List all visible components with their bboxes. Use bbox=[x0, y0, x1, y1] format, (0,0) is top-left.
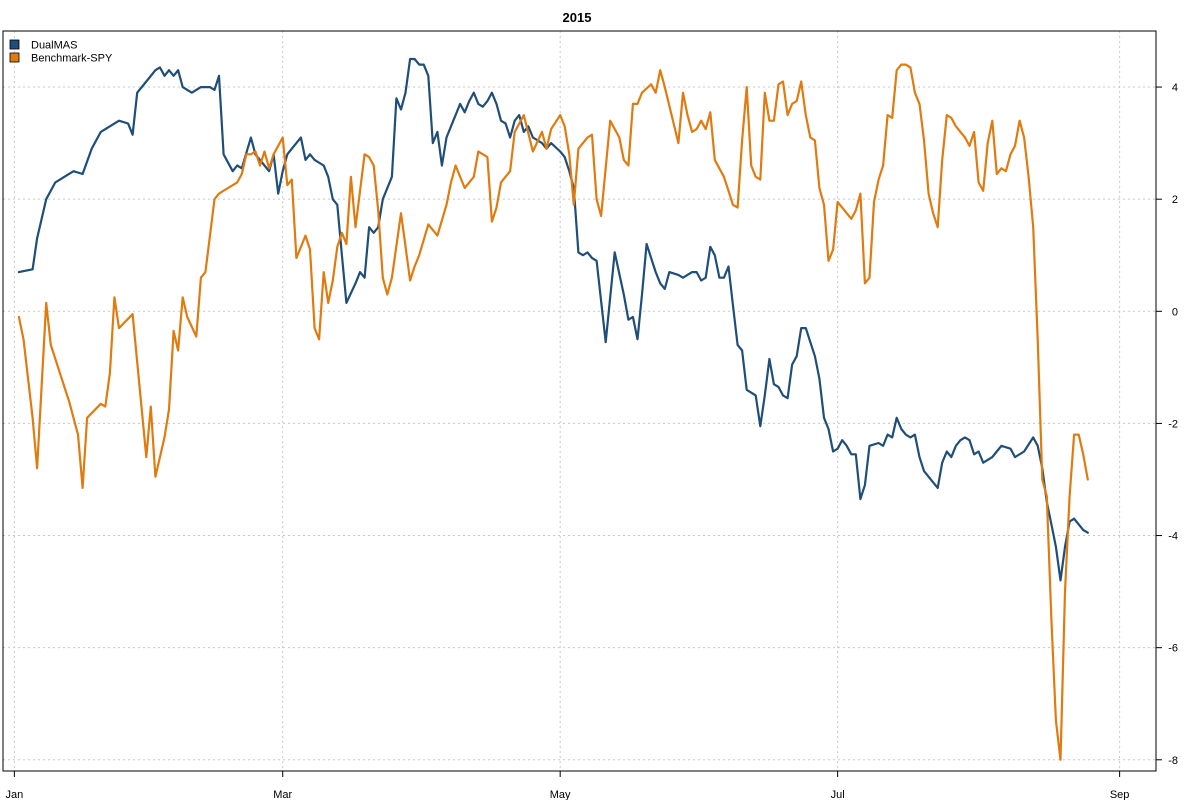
legend-swatch bbox=[9, 52, 20, 63]
y-tick-label: -2 bbox=[1168, 418, 1178, 430]
x-tick-label: Mar bbox=[273, 789, 292, 800]
series-line-dualmas bbox=[17, 57, 1089, 582]
legend-label: DualMAS bbox=[31, 40, 77, 52]
legend-swatch bbox=[9, 39, 20, 50]
series-layer bbox=[17, 57, 1089, 761]
y-tick-label: 2 bbox=[1172, 194, 1178, 206]
y-tick-label: -4 bbox=[1168, 531, 1178, 543]
x-tick-label: May bbox=[550, 789, 571, 800]
plot-frame bbox=[2, 30, 1157, 772]
y-tick-label: -6 bbox=[1168, 643, 1178, 655]
x-tick-label: Jan bbox=[5, 789, 23, 800]
x-tick-label: Jul bbox=[831, 789, 845, 800]
x-tick-label: Sep bbox=[1110, 789, 1130, 800]
y-axis: -8 -6 -4 -2 0 2 4 bbox=[1156, 82, 1178, 767]
chart-title: 2015 bbox=[563, 10, 592, 25]
legend-label: Benchmark-SPY bbox=[31, 53, 113, 65]
y-tick-label: 4 bbox=[1172, 82, 1178, 94]
x-axis: Jan Mar May Jul Sep bbox=[5, 771, 1129, 800]
y-tick-label: -8 bbox=[1168, 755, 1178, 767]
y-tick-label: 0 bbox=[1172, 306, 1178, 318]
series-line-benchmark-spy bbox=[17, 63, 1089, 761]
grid bbox=[3, 31, 1156, 771]
